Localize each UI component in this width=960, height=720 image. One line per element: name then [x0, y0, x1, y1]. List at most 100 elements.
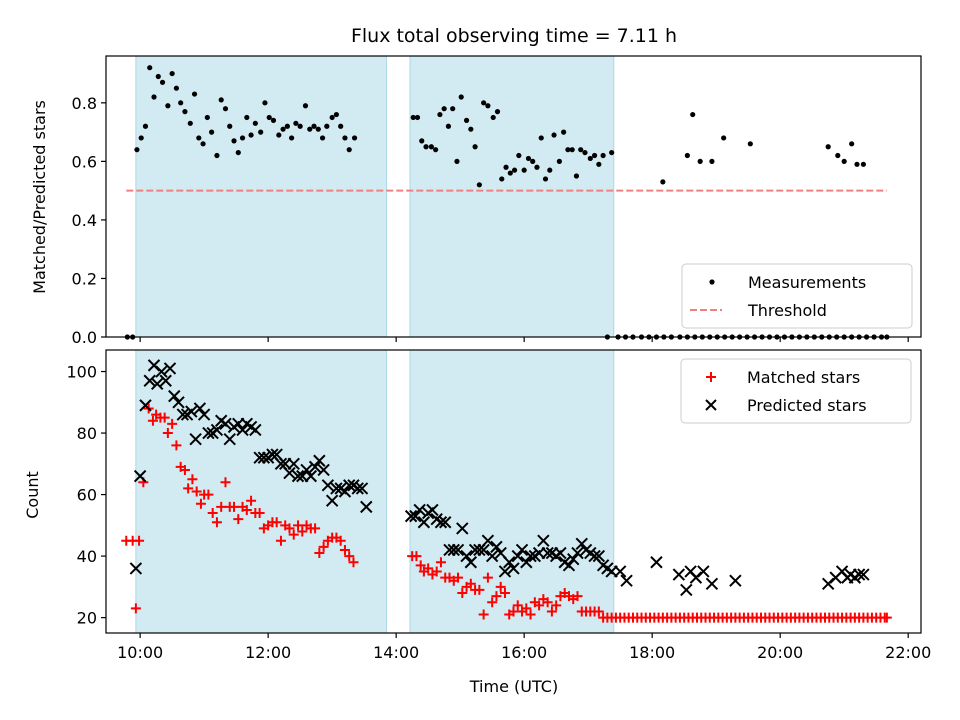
matched-star-point — [542, 597, 553, 608]
bottom-legend-label: Predicted stars — [747, 396, 867, 415]
measurement-point — [561, 129, 567, 135]
predicted-star-point — [308, 460, 322, 474]
matched-star-point — [310, 523, 321, 534]
predicted-star-point — [511, 549, 524, 563]
predicted-star-point — [317, 463, 330, 477]
measurement-point — [147, 65, 153, 71]
predicted-star-point — [562, 559, 576, 572]
measurement-point — [346, 147, 352, 153]
legend-matched-marker — [706, 372, 716, 382]
measurement-point — [534, 164, 540, 170]
matched-star-point — [233, 514, 244, 525]
predicted-star-point — [498, 565, 512, 578]
measurement-point — [324, 123, 330, 129]
measurement-point — [333, 111, 340, 118]
measurement-point — [293, 120, 299, 126]
predicted-star-point — [426, 503, 439, 517]
predicted-star-point — [697, 565, 710, 578]
predicted-star-point — [168, 389, 181, 403]
matched-star-point — [162, 428, 173, 439]
predicted-star-point — [620, 574, 633, 587]
top-ytick-label: 0.0 — [72, 328, 97, 347]
measurement-point — [835, 152, 841, 159]
predicted-star-point — [404, 509, 418, 523]
bottom-ytick-label: 60 — [77, 486, 97, 505]
bottom-xtick-label: 16:00 — [501, 643, 547, 662]
predicted-star-point — [554, 546, 567, 560]
measurement-point — [503, 164, 509, 170]
measurement-point — [173, 85, 180, 91]
matched-star-point — [423, 563, 434, 574]
measurement-point — [159, 79, 166, 85]
matched-star-point — [297, 526, 308, 537]
measurement-point — [551, 132, 557, 138]
predicted-star-point — [283, 466, 296, 480]
measurement-point — [709, 158, 715, 164]
measurement-point — [276, 132, 282, 138]
predicted-star-point — [321, 479, 335, 492]
predicted-star-point — [503, 556, 516, 569]
matched-star-point — [482, 572, 493, 583]
measurement-point — [284, 123, 290, 129]
bottom-panel: 20 40 60 80 100 10:00 12:00 14:00 16:00 18:00 20:0… — [66, 349, 931, 662]
bottom-xtick-label: 20:00 — [757, 643, 803, 662]
matched-star-point — [453, 572, 464, 583]
matched-star-point — [335, 535, 346, 546]
predicted-star-point — [520, 556, 533, 569]
predicted-star-point — [143, 374, 156, 387]
measurement-point — [600, 152, 606, 159]
matched-star-point — [534, 600, 545, 611]
bottom-xtick-label: 10:00 — [117, 643, 163, 662]
predicted-star-point — [139, 399, 152, 412]
measurement-point — [200, 141, 206, 147]
measurement-point — [530, 158, 536, 164]
top-ytick-label: 0.6 — [72, 152, 97, 171]
measurement-point — [289, 135, 295, 141]
matched-star-point — [546, 606, 557, 617]
matched-star-point — [171, 440, 182, 451]
measurement-point — [280, 126, 286, 132]
predicted-star-point — [197, 408, 211, 421]
predicted-star-point — [202, 426, 215, 440]
measurement-point — [252, 120, 258, 126]
measurement-point — [825, 144, 831, 150]
measurement-point — [428, 144, 434, 150]
matched-star-point — [339, 544, 350, 555]
predicted-star-point — [150, 377, 164, 391]
predicted-star-point — [236, 423, 249, 437]
matched-star-point — [220, 477, 231, 488]
measurement-point — [573, 173, 580, 179]
predicted-star-point — [355, 482, 369, 495]
predicted-star-point — [650, 556, 663, 569]
chart-title: Flux total observing time = 7.11 h — [351, 25, 677, 47]
bottom-xtick-label: 18:00 — [629, 643, 675, 662]
measurement-point — [329, 114, 335, 121]
predicted-star-point — [567, 552, 580, 566]
matched-star-point — [191, 486, 202, 497]
measurement-point — [319, 135, 326, 141]
top-ytick-label: 0.2 — [72, 269, 97, 288]
matched-star-point — [288, 529, 299, 540]
measurement-point — [565, 147, 571, 153]
predicted-star-point — [338, 485, 352, 498]
measurement-point — [342, 135, 348, 141]
measurement-point — [721, 135, 727, 141]
measurement-point — [151, 94, 157, 100]
measurement-point — [423, 144, 429, 150]
matched-star-point — [415, 560, 426, 571]
measurement-point — [248, 132, 254, 138]
matched-star-point — [275, 535, 286, 546]
matched-star-point — [474, 584, 485, 595]
measurement-point — [569, 147, 575, 153]
measurement-point — [311, 123, 317, 129]
predicted-star-point — [330, 482, 343, 495]
predicted-star-point — [159, 374, 172, 387]
bottom-legend-box — [680, 358, 912, 424]
predicted-star-point — [176, 408, 190, 421]
predicted-star-point — [257, 451, 271, 464]
measurement-point — [525, 155, 532, 162]
top-legend-label: Measurements — [748, 273, 866, 292]
measurement-point — [266, 114, 272, 121]
measurement-point — [410, 114, 416, 121]
